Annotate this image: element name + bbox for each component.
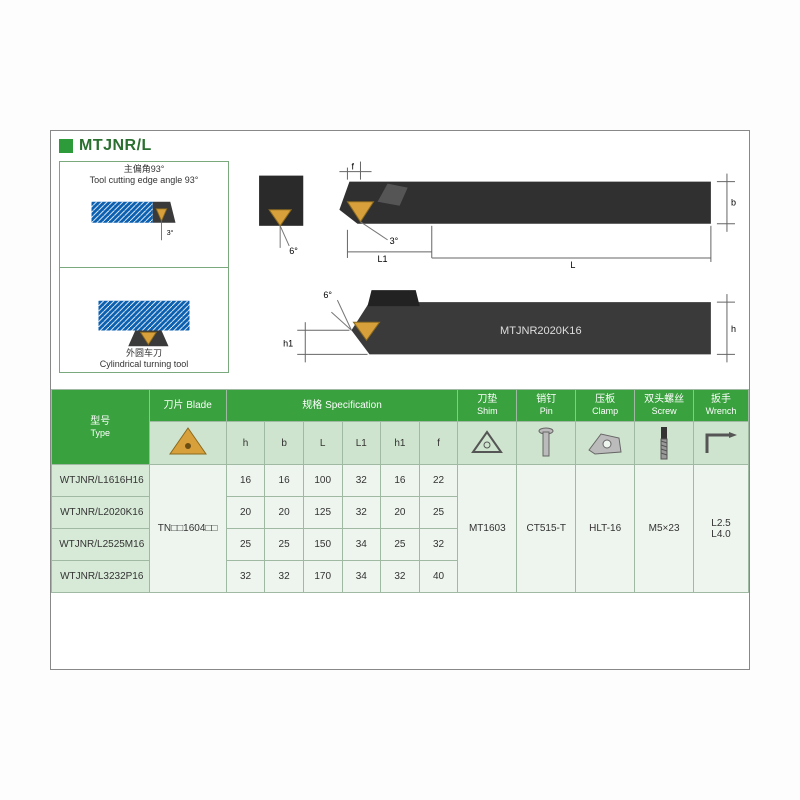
angle-bot-svg [74,285,214,355]
cell: 32 [419,529,458,561]
angle-top-cn: 主偏角93° [60,164,228,175]
col-h1: h1 [381,422,420,465]
dim-h1: h1 [283,338,293,348]
angle-info-box: 主偏角93° Tool cutting edge angle 93° 3° [59,161,229,373]
dim-f: f [351,162,354,172]
cell: 32 [265,561,304,593]
hdr-pin: 销钉Pin [517,390,576,422]
cell: 20 [265,497,304,529]
cell: 32 [226,561,265,593]
angle-bot-label: 外圆车刀 Cylindrical turning tool [60,348,228,370]
cell: 20 [226,497,265,529]
col-h: h [226,422,265,465]
angle-top-label: 主偏角93° Tool cutting edge angle 93° [60,164,228,186]
cell: 32 [342,497,381,529]
cell: 150 [303,529,342,561]
cell-shim: MT1603 [458,465,517,593]
cell-wrench: L2.5 L4.0 [694,465,749,593]
col-b: b [265,422,304,465]
cell: 34 [342,561,381,593]
cell: 100 [303,465,342,497]
col-L1: L1 [342,422,381,465]
cell-type: WTJNR/L3232P16 [52,561,150,593]
title-square-icon [59,139,73,153]
hdr-screw: 双头螺丝Screw [635,390,694,422]
cell: 16 [265,465,304,497]
cell-screw: M5×23 [635,465,694,593]
angle-bot-panel: 外圆车刀 Cylindrical turning tool [60,268,228,373]
angle-top-panel: 主偏角93° Tool cutting edge angle 93° 3° [60,162,228,268]
cell: 170 [303,561,342,593]
cell: 34 [342,529,381,561]
angle-top-svg: 3° [74,179,214,249]
clamp-icon [576,422,635,465]
col-L: L [303,422,342,465]
angle-3-text: 3° [167,229,174,237]
dim-6deg-side: 6° [323,290,332,300]
cell: 40 [419,561,458,593]
title-row: MTJNR/L [51,131,749,159]
dim-6deg-front: 6° [289,246,298,256]
header-row: 型号Type 刀片 Blade 规格 Specification 刀垫Shim … [52,390,749,422]
dim-b: b [731,198,736,208]
dim-L: L [570,260,575,270]
diagram-area: 主偏角93° Tool cutting edge angle 93° 3° [51,159,749,389]
hdr-wrench: 扳手Wrench [694,390,749,422]
spec-sheet: MTJNR/L 主偏角93° Tool cutting edge angle 9… [50,130,750,670]
shim-icon [458,422,517,465]
hdr-shim: 刀垫Shim [458,390,517,422]
spec-table: 型号Type 刀片 Blade 规格 Specification 刀垫Shim … [51,389,749,593]
subheader-row: h b L L1 h1 f [52,422,749,465]
cell: 25 [419,497,458,529]
hdr-type: 型号Type [52,390,150,465]
dim-3deg: 3° [390,236,399,246]
dim-h: h [731,324,736,334]
hdr-spec: 规格 Specification [226,390,458,422]
cell-type: WTJNR/L1616H16 [52,465,150,497]
pin-icon [517,422,576,465]
model-title: MTJNR/L [79,137,152,155]
cell: 125 [303,497,342,529]
wrench-icon [694,422,749,465]
angle-top-en: Tool cutting edge angle 93° [60,175,228,186]
cell-pin: CT515-T [517,465,576,593]
tool-svg: 6° 3° f b L1 [239,161,741,383]
col-f: f [419,422,458,465]
cell-type: WTJNR/L2020K16 [52,497,150,529]
angle-bot-cn: 外圆车刀 [60,348,228,359]
tool-stamp: MTJNR2020K16 [500,325,582,337]
hdr-clamp: 压板Clamp [576,390,635,422]
cell: 32 [342,465,381,497]
cell: 16 [381,465,420,497]
cell: 25 [381,529,420,561]
cell: 32 [381,561,420,593]
tool-views: 6° 3° f b L1 [229,161,741,383]
dim-L1: L1 [378,254,388,264]
blade-icon [149,422,226,465]
cell-type: WTJNR/L2525M16 [52,529,150,561]
cell: 25 [226,529,265,561]
cell: 22 [419,465,458,497]
table-row: WTJNR/L1616H16 TN□□1604□□ 16 16 100 32 1… [52,465,749,497]
cell: 16 [226,465,265,497]
cell: 20 [381,497,420,529]
hdr-blade: 刀片 Blade [149,390,226,422]
angle-bot-en: Cylindrical turning tool [60,359,228,370]
cell: 25 [265,529,304,561]
cell-blade: TN□□1604□□ [149,465,226,593]
cell-clamp: HLT-16 [576,465,635,593]
screw-icon [635,422,694,465]
